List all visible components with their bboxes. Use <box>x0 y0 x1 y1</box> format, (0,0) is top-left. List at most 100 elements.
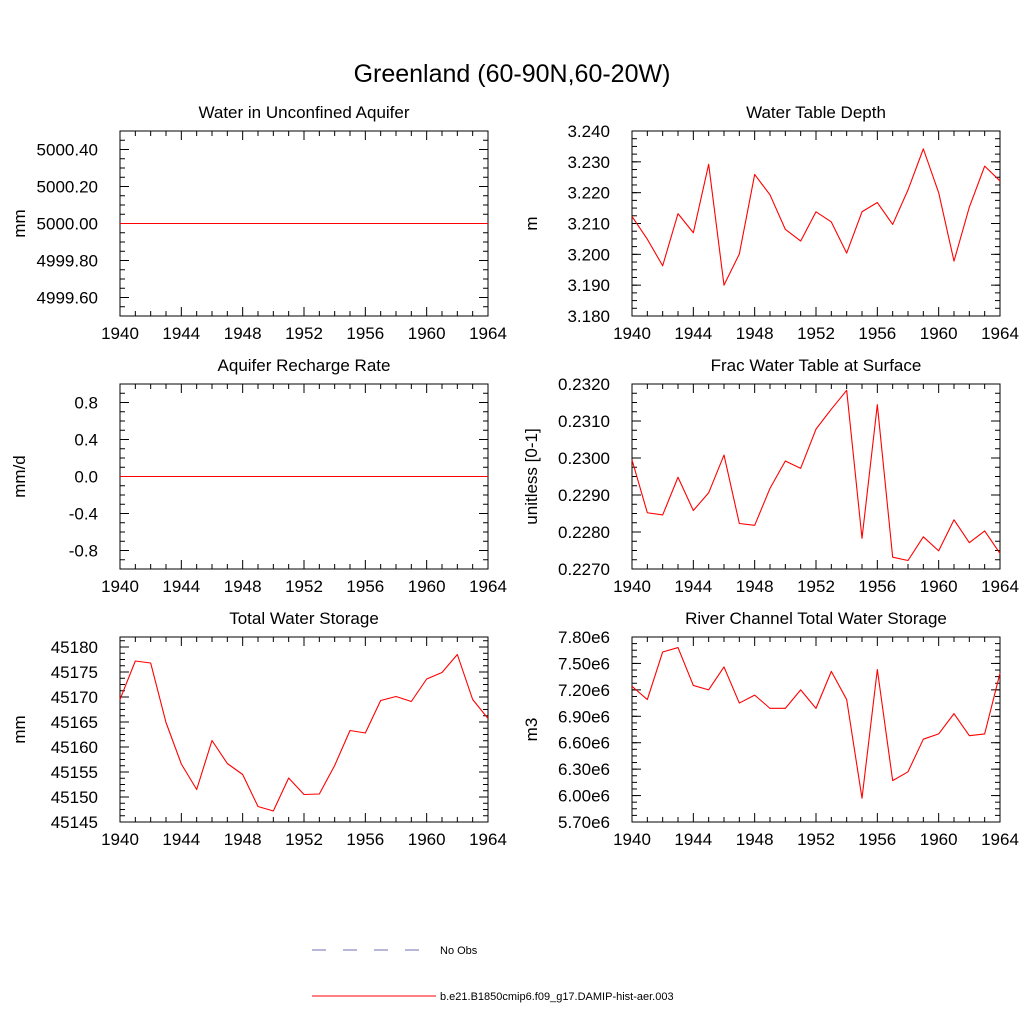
x-tick-label: 1964 <box>469 577 507 596</box>
y-tick-label: 4999.80 <box>37 252 98 271</box>
y-tick-label: 45175 <box>51 663 98 682</box>
y-tick-label: 0.2320 <box>558 375 610 394</box>
x-tick-label: 1944 <box>162 830 200 849</box>
x-tick-label: 1940 <box>101 830 139 849</box>
y-tick-label: 7.80e6 <box>558 628 610 647</box>
y-tick-label: 0.2300 <box>558 449 610 468</box>
y-axis-label: m <box>522 216 541 230</box>
x-tick-label: 1964 <box>981 830 1019 849</box>
x-tick-label: 1952 <box>797 324 835 343</box>
y-tick-label: 6.60e6 <box>558 734 610 753</box>
x-tick-label: 1956 <box>858 830 896 849</box>
y-axis-label: unitless [0-1] <box>522 428 541 524</box>
x-tick-label: 1952 <box>797 830 835 849</box>
chart-panel-1: Water in Unconfined Aquifer mm 1940 1944 194… <box>10 103 507 343</box>
x-tick-label: 1960 <box>920 830 958 849</box>
x-tick-label: 1964 <box>981 577 1019 596</box>
x-tick-label: 1956 <box>346 324 384 343</box>
y-tick-label: 3.200 <box>567 245 610 264</box>
y-axis-label: mm <box>10 715 29 743</box>
x-tick-label: 1952 <box>285 324 323 343</box>
y-tick-label: 0.2310 <box>558 412 610 431</box>
y-tick-label: 0.4 <box>74 431 98 450</box>
y-tick-label: 3.190 <box>567 276 610 295</box>
x-tick-label: 1956 <box>346 577 384 596</box>
panel-title: Total Water Storage <box>229 609 379 628</box>
series-line <box>119 653 489 812</box>
x-tick-label: 1960 <box>920 577 958 596</box>
x-tick-label: 1960 <box>920 324 958 343</box>
panel-title: Water in Unconfined Aquifer <box>198 103 409 122</box>
x-tick-label: 1956 <box>858 324 896 343</box>
y-tick-label: 3.220 <box>567 184 610 203</box>
x-tick-label: 1956 <box>346 830 384 849</box>
y-tick-label: 5.70e6 <box>558 813 610 832</box>
plot-frame <box>631 636 1001 823</box>
y-tick-label: 0.2270 <box>558 560 610 579</box>
y-tick-label: 3.240 <box>567 122 610 141</box>
y-tick-label: 5000.40 <box>37 141 98 160</box>
y-tick-label: 0.2290 <box>558 486 610 505</box>
x-tick-label: 1944 <box>162 324 200 343</box>
y-tick-label: 5000.20 <box>37 178 98 197</box>
x-tick-label: 1964 <box>469 830 507 849</box>
y-tick-label: 45150 <box>51 788 98 807</box>
x-tick-label: 1948 <box>224 577 262 596</box>
series-line <box>631 389 1001 562</box>
y-tick-label: -0.8 <box>69 542 98 561</box>
y-tick-label: 0.8 <box>74 394 98 413</box>
x-tick-label: 1964 <box>981 324 1019 343</box>
y-tick-label: 45145 <box>51 813 98 832</box>
y-tick-label: 0.0 <box>74 468 98 487</box>
chart-panel-5: Total Water Storage mm 1940 1944 1948 1952 195… <box>10 609 507 849</box>
y-tick-label: 3.180 <box>567 307 610 326</box>
x-tick-label: 1940 <box>613 577 651 596</box>
x-tick-label: 1940 <box>613 324 651 343</box>
x-tick-label: 1944 <box>674 830 712 849</box>
x-tick-label: 1944 <box>162 577 200 596</box>
chart-panel-4: Frac Water Table at Surface unitless [0-1… <box>522 356 1019 596</box>
y-tick-label: 45160 <box>51 738 98 757</box>
y-tick-label: 45170 <box>51 688 98 707</box>
x-tick-label: 1940 <box>101 577 139 596</box>
x-tick-label: 1960 <box>408 830 446 849</box>
y-tick-label: 6.30e6 <box>558 760 610 779</box>
y-tick-label: -0.4 <box>69 505 98 524</box>
x-tick-label: 1948 <box>736 830 774 849</box>
x-tick-label: 1944 <box>674 577 712 596</box>
x-tick-label: 1952 <box>285 577 323 596</box>
panel-title: Frac Water Table at Surface <box>711 356 922 375</box>
x-tick-label: 1956 <box>858 577 896 596</box>
chart-panel-2: Water Table Depth m 1940 1944 1948 1952 1956 19… <box>522 103 1019 343</box>
chart-panel-6: River Channel Total Water Storage m3 1940 1… <box>522 609 1019 849</box>
chart-panel-3: Aquifer Recharge Rate mm/d 1940 1944 1948 195… <box>10 356 507 596</box>
y-tick-label: 6.00e6 <box>558 787 610 806</box>
legend-obs-label: No Obs <box>440 945 478 957</box>
y-tick-label: 3.230 <box>567 153 610 172</box>
y-axis-label: m3 <box>522 718 541 742</box>
panels-group: Water in Unconfined Aquifer mm 1940 1944 194… <box>10 103 1019 849</box>
legend: No Obs b.e21.B1850cmip6.f09_g17.DAMIP-hi… <box>312 945 674 1003</box>
x-tick-label: 1940 <box>101 324 139 343</box>
y-tick-label: 0.2280 <box>558 523 610 542</box>
figure-title: Greenland (60-90N,60-20W) <box>354 60 671 88</box>
y-tick-label: 45165 <box>51 713 98 732</box>
plot-frame <box>631 130 1001 317</box>
series-line <box>631 647 1001 799</box>
y-tick-label: 45155 <box>51 763 98 782</box>
series-line <box>631 148 1001 286</box>
panel-title: River Channel Total Water Storage <box>685 609 947 628</box>
plot-frame <box>631 383 1001 570</box>
x-tick-label: 1952 <box>797 577 835 596</box>
x-tick-label: 1948 <box>736 324 774 343</box>
y-tick-label: 7.50e6 <box>558 654 610 673</box>
y-tick-label: 4999.60 <box>37 289 98 308</box>
y-tick-label: 7.20e6 <box>558 681 610 700</box>
y-tick-label: 45180 <box>51 638 98 657</box>
y-tick-label: 3.210 <box>567 215 610 234</box>
x-tick-label: 1952 <box>285 830 323 849</box>
panel-title: Aquifer Recharge Rate <box>218 356 391 375</box>
y-tick-label: 6.90e6 <box>558 707 610 726</box>
y-tick-label: 5000.00 <box>37 215 98 234</box>
